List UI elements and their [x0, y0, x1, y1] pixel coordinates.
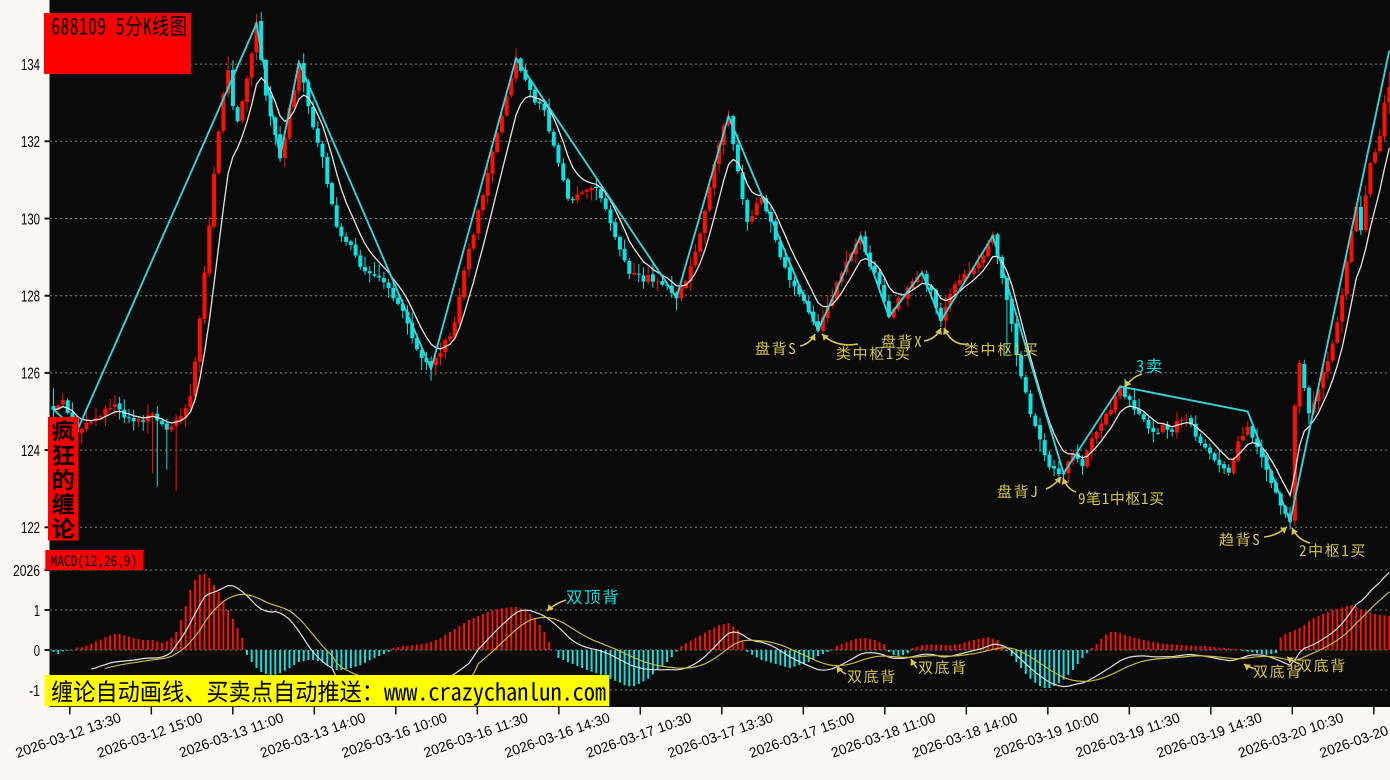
svg-text:130: 130 [21, 211, 40, 228]
svg-text:134: 134 [21, 57, 40, 74]
svg-text:0: 0 [34, 643, 40, 660]
svg-text:132: 132 [21, 134, 40, 151]
svg-text:1: 1 [34, 603, 40, 620]
svg-text:122: 122 [21, 520, 40, 537]
svg-text:128: 128 [21, 289, 40, 306]
svg-text:2026: 2026 [13, 563, 40, 580]
svg-text:124: 124 [21, 443, 40, 460]
svg-text:126: 126 [21, 366, 40, 383]
svg-text:-1: -1 [29, 683, 40, 700]
